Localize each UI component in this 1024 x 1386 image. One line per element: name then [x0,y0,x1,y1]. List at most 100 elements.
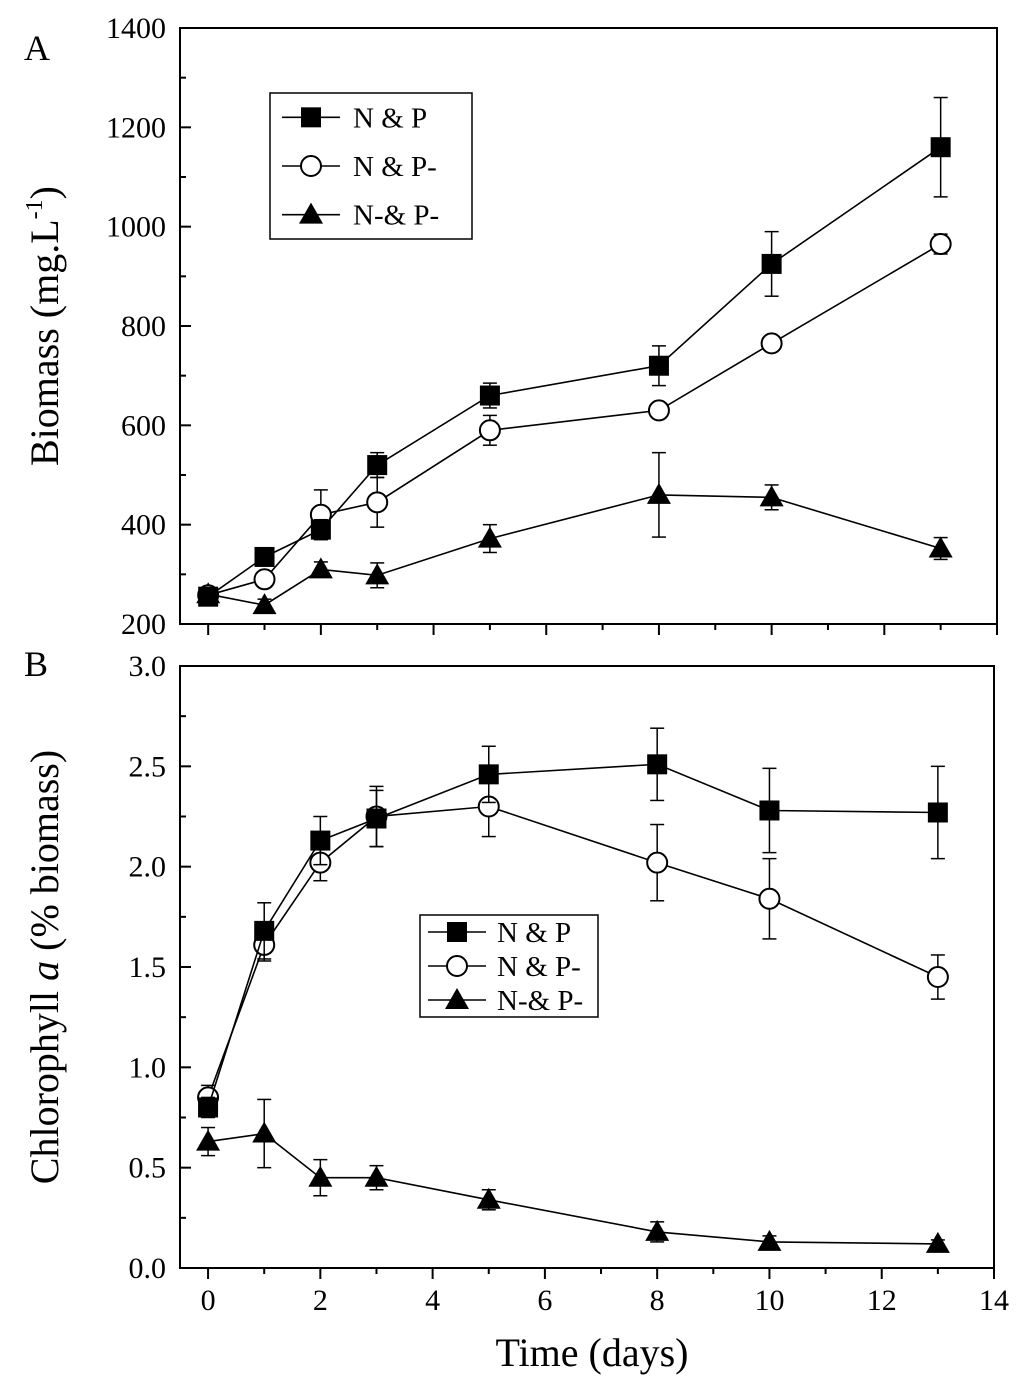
panel-a-legend-entry: N & P- [282,151,437,183]
panel-a-data-point [647,399,670,422]
panel-b-y-axis-title-italic: a [22,961,67,981]
panel-a-y-tick-label: 200 [121,608,166,641]
panel-b-data-point [366,808,387,829]
panel-b-y-tick-label: 0.5 [129,1152,167,1185]
panel-a-y-tick-label: 1400 [106,12,166,45]
panel-b-series-2 [196,1098,950,1253]
panel-a-data-point [365,563,390,585]
panel-a-data-point [759,485,784,507]
panel-b-legend: N & PN & P-N-& P- [419,914,599,1018]
panel-b-data-point [927,802,948,823]
panel-a-data-point [477,526,502,548]
panel-b-legend-marker [446,955,468,977]
panel-b-legend-entry: N & P- [428,951,581,983]
panel-b-legend-marker [445,988,469,1009]
panel-b-data-point [308,1165,333,1187]
panel-b-series-0-line [207,763,938,1108]
panel-a-y-tick-label: 400 [121,509,166,542]
panel-a-y-tick-label: 1200 [106,111,166,144]
panel-a-data-point [308,557,333,579]
panel-b-data-point [645,1219,670,1241]
panel-b-legend-label: N & P [497,917,571,949]
panel-a-data-point [479,385,500,406]
panel-b-data-point [476,1187,501,1209]
panel-b-x-tick-label: 0 [201,1284,216,1317]
panel-b-data-point [758,887,781,910]
panel-b-data-point [926,966,949,989]
panel-a-data-point [930,137,951,158]
panel-b-data-point [196,1129,221,1151]
panel-a-label: A [24,28,50,68]
panel-b-y-axis-title-suffix: (% biomass) [22,750,67,961]
panel-a-series-1 [197,233,952,607]
panel-a-data-point [760,332,783,355]
panel-b-x-tick-label: 8 [650,1284,665,1317]
panel-b-legend-label: N-& P- [497,985,583,1017]
panel-a-series-1-line [207,243,942,596]
panel-b-data-point [364,1165,389,1187]
panel-b: B 0.0 0.5 1.0 1.5 2.0 2.5 3.0 0 2 4 6 8 10 12 14 Chlo… [22,644,1009,1375]
panel-a-data-point [366,491,389,514]
panel-b-x-tick-label: 12 [867,1284,897,1317]
panel-b-label: B [24,644,48,684]
panel-b-legend-entry: N-& P- [428,985,583,1017]
panel-a-data-point [310,519,331,540]
panel-a-legend-entry: N & P [282,102,427,134]
panel-b-x-axis-title: Time (days) [496,1330,689,1375]
panel-b-y-tick-label: 1.5 [129,951,167,984]
panel-b-data-point [198,1097,219,1118]
panel-a-data-point [478,419,501,442]
panel-b-y-tick-label: 2.0 [129,851,167,884]
panel-b-x-tick-label: 10 [754,1284,784,1317]
panel-b-data-point [254,920,275,941]
panel-a-legend-marker [300,155,322,177]
panel-b-legend-label: N & P- [497,951,581,983]
panel-b-data-point [646,851,669,874]
panel-a-series-2-line [208,494,941,606]
panel-b-data-point [647,754,668,775]
panel-a-legend-marker [301,107,321,128]
panel-b-series-0 [198,727,948,1119]
panel-a-data-point [253,568,276,591]
panel-b-legend-marker [447,922,467,942]
panel-a-y-axis-title-main: Biomass (mg.L [22,219,67,466]
panel-a-data-point [367,455,388,476]
panel-a-series-2 [196,451,953,615]
panel-b-y-tick-label: 1.0 [129,1051,167,1084]
panel-b-data-point [252,1121,277,1143]
panel-a-data-point [761,253,782,274]
panel-b-y-axis-title: Chlorophyll a (% biomass) [22,750,67,1184]
panel-b-y-ticks: 0.0 0.5 1.0 1.5 2.0 2.5 3.0 [129,650,191,1285]
panel-b-data-point [757,1229,782,1251]
panel-b-y-tick-label: 3.0 [129,650,167,683]
panel-a-y-tick-label: 800 [121,310,166,343]
panel-a-legend-marker [299,202,323,224]
panel-b-x-tick-label: 6 [537,1284,552,1317]
panel-a-data-point [928,536,953,558]
panel-a-y-tick-label: 1000 [106,211,166,244]
panel-b-series-2-line [207,1132,938,1245]
panel-b-x-tick-label: 2 [313,1284,328,1317]
panel-a: A 200 400 600 800 1000 1200 1400 Biomass (mg.L… [22,12,998,641]
panel-a-data-point [648,355,669,376]
panel-b-y-axis-title-prefix: Chlorophyll [22,981,67,1184]
panel-a-series-0 [198,96,951,607]
panel-b-data-point [478,764,499,785]
panel-a-x-ticks [207,624,998,635]
panel-b-x-ticks: 0 2 4 6 8 10 12 14 [201,1268,1009,1317]
panel-b-data-point [310,830,331,851]
panel-a-legend-label: N & P- [353,151,437,183]
panel-a-y-axis-title: Biomass (mg.L-1) [22,186,67,466]
panel-a-data-point [646,482,671,504]
panel-a-y-axis-title-superscript: -1 [22,199,48,219]
panel-b-y-tick-label: 0.0 [129,1252,167,1285]
panel-b-x-tick-label: 4 [425,1284,440,1317]
panel-b-legend-entry: N & P [428,917,571,949]
panel-b-data-point [925,1231,950,1253]
panel-a-data [196,96,953,615]
panel-a-data-point [929,233,952,256]
panel-b-data-point [759,800,780,821]
panel-a-y-axis-title-suffix: ) [22,186,67,199]
panel-a-data-point [254,546,275,567]
